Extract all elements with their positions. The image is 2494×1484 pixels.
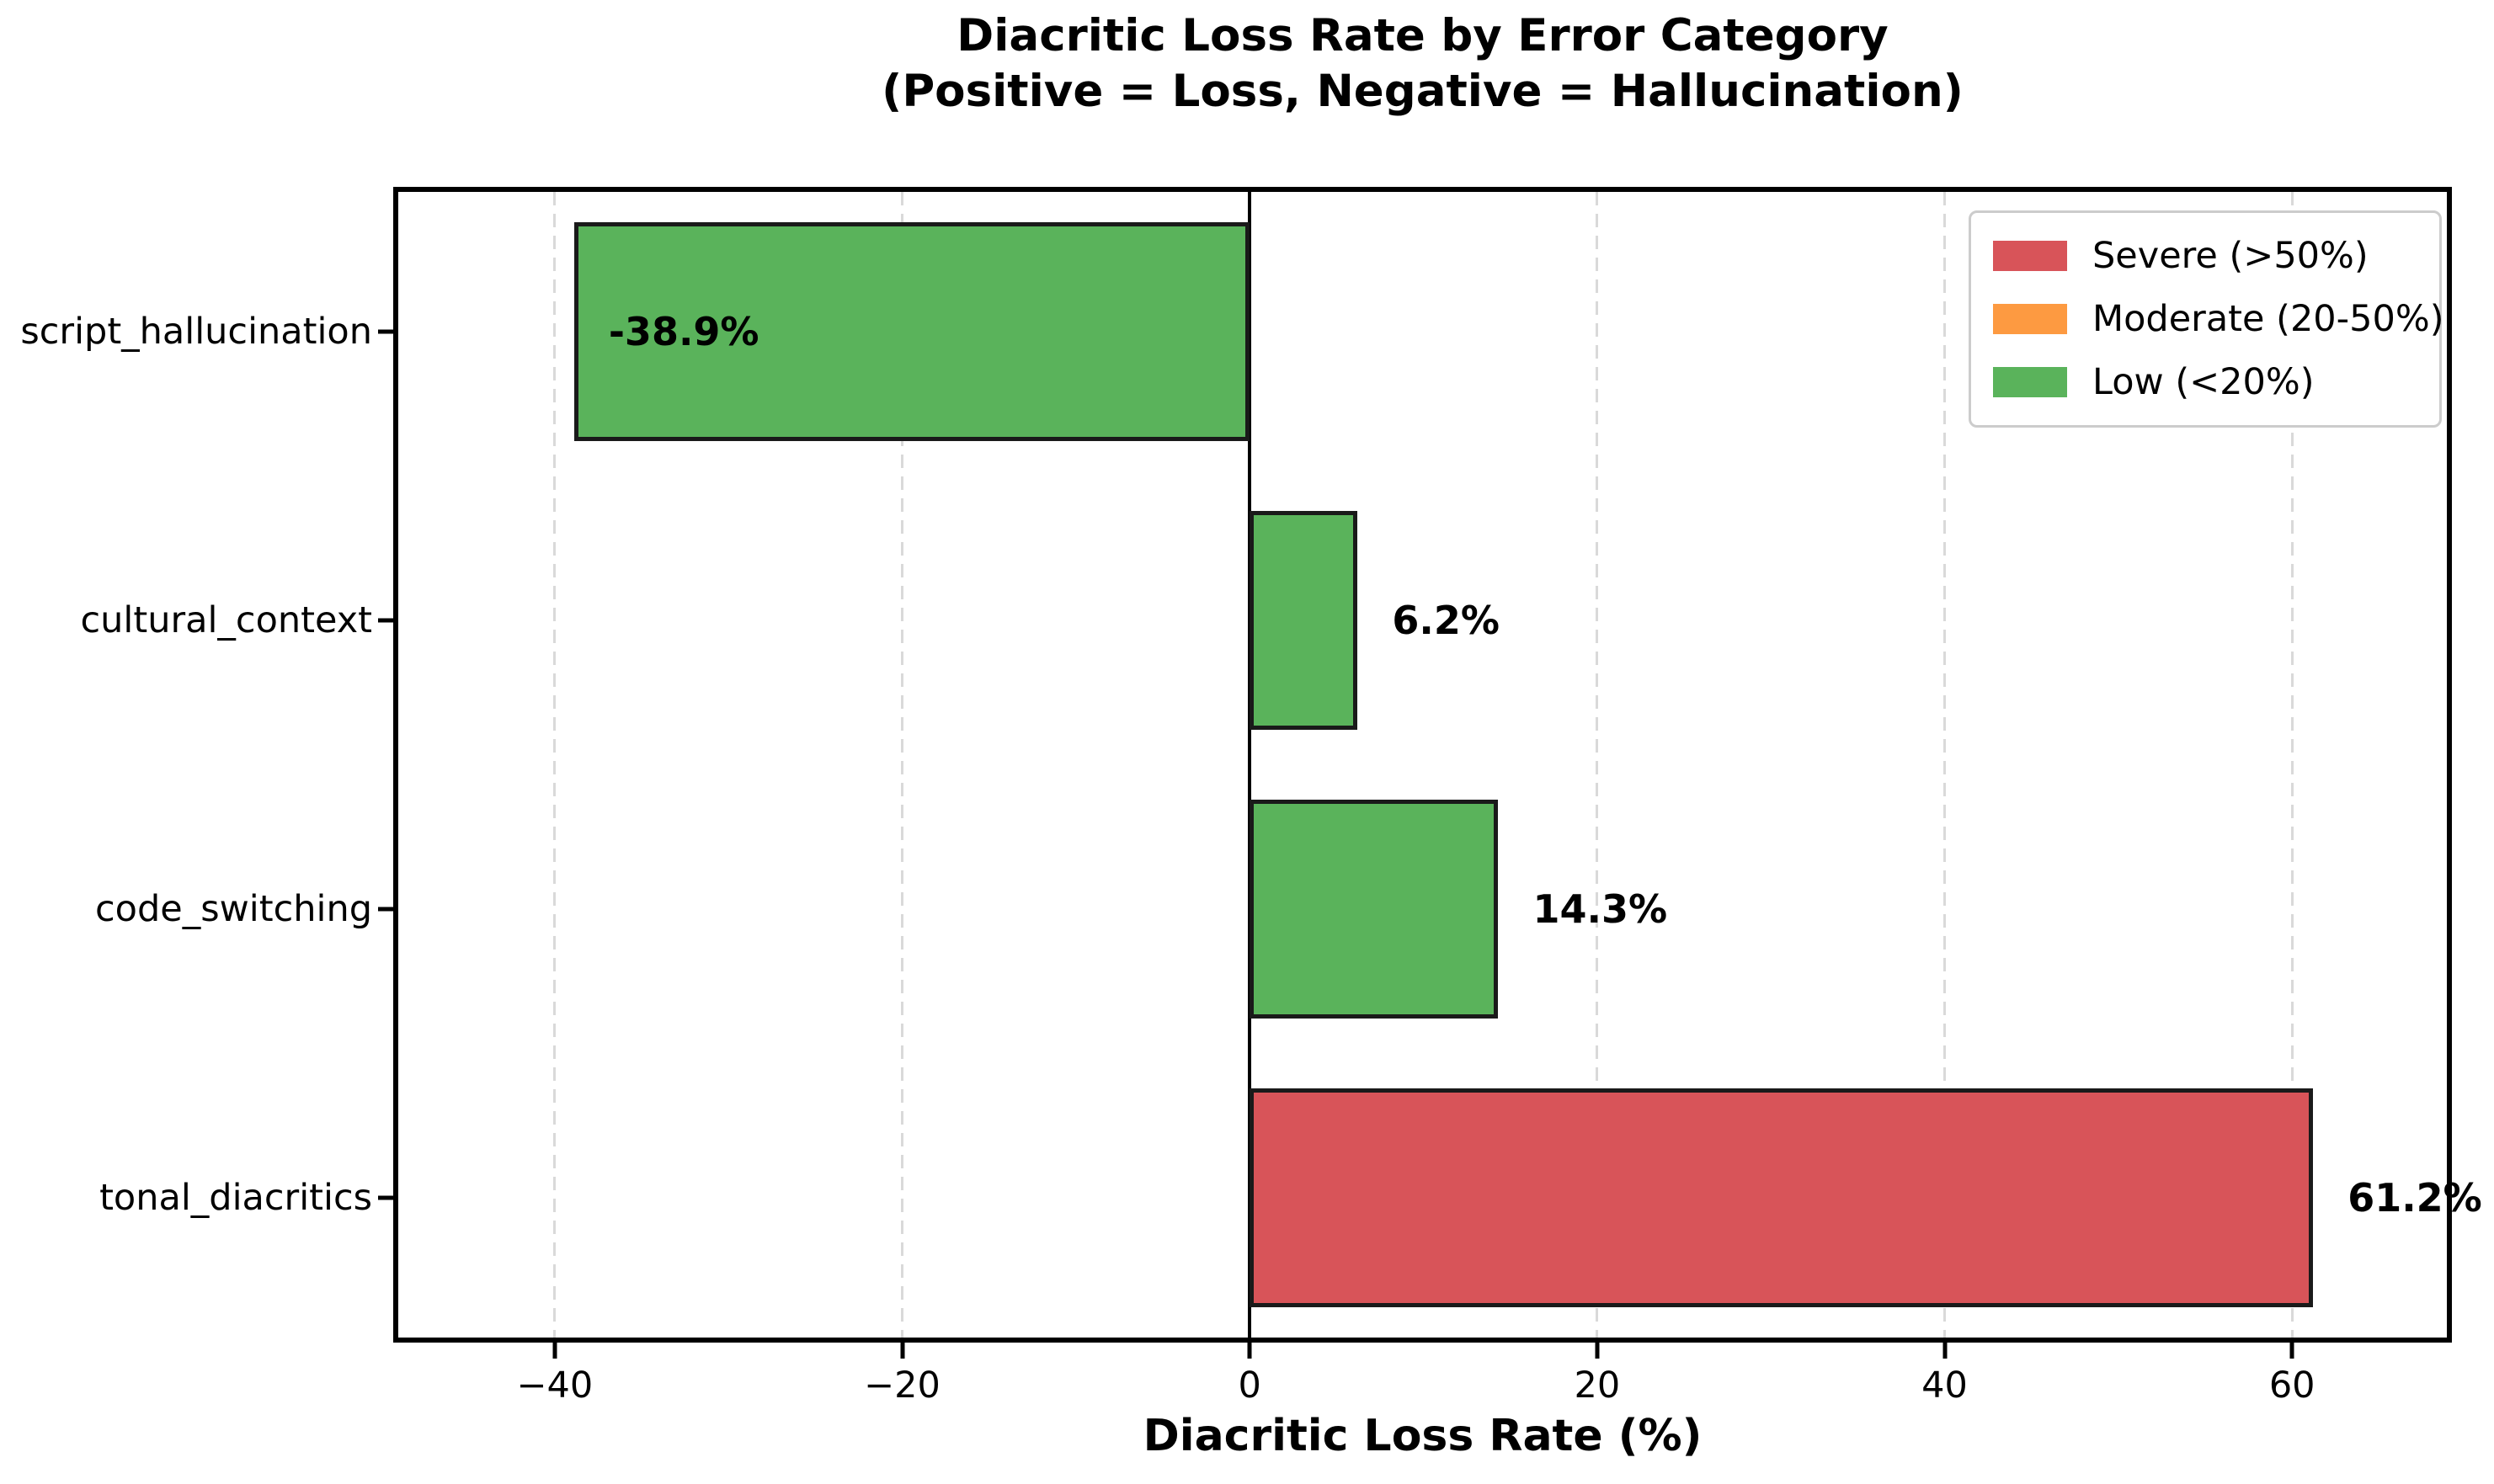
bar — [1250, 510, 1358, 730]
x-tick-mark — [2289, 1343, 2294, 1359]
x-tick-mark — [552, 1343, 557, 1359]
y-tick-mark — [378, 329, 393, 334]
legend-swatch — [1993, 241, 2067, 272]
bar — [573, 221, 1250, 441]
bar-value-label: 6.2% — [1392, 597, 1500, 643]
bar-value-label: 61.2% — [2347, 1175, 2482, 1221]
legend-swatch — [1993, 303, 2067, 334]
bar — [1250, 1088, 2313, 1308]
bar-value-label: 14.3% — [1532, 886, 1668, 933]
legend-item: Moderate (20-50%) — [1993, 298, 2444, 340]
y-tick-mark — [378, 907, 393, 912]
gridline — [2290, 192, 2294, 1338]
chart-title-block: Diacritic Loss Rate by Error Category (P… — [393, 8, 2452, 120]
x-tick-label: 60 — [2268, 1364, 2315, 1407]
x-tick-label: −20 — [864, 1364, 941, 1407]
y-tick-label: code_switching — [95, 888, 372, 931]
x-tick-mark — [900, 1343, 905, 1359]
legend-label: Severe (>50%) — [2092, 235, 2369, 278]
x-tick-label: 0 — [1238, 1364, 1261, 1407]
legend-label: Moderate (20-50%) — [2092, 297, 2444, 340]
bar — [1250, 800, 1499, 1019]
gridline — [901, 192, 904, 1338]
x-tick-label: −40 — [516, 1364, 594, 1407]
chart-title: Diacritic Loss Rate by Error Category — [957, 10, 1889, 61]
y-tick-label: script_hallucination — [20, 310, 372, 353]
y-tick-mark — [378, 618, 393, 623]
gridline — [1596, 192, 1599, 1338]
y-tick-label: cultural_context — [80, 598, 373, 641]
chart-subtitle: (Positive = Loss, Negative = Hallucinati… — [882, 66, 1964, 117]
x-tick-mark — [1247, 1343, 1252, 1359]
y-tick-mark — [378, 1195, 393, 1200]
x-tick-mark — [1595, 1343, 1600, 1359]
x-tick-label: 20 — [1574, 1364, 1621, 1407]
legend: Severe (>50%) Moderate (20-50%) Low (<20… — [1969, 210, 2444, 428]
bar-value-label: -38.9% — [608, 308, 759, 354]
legend-swatch — [1993, 366, 2067, 397]
x-tick-mark — [1942, 1343, 1948, 1359]
zero-line — [1248, 192, 1252, 1338]
x-axis-label: Diacritic Loss Rate (%) — [1143, 1411, 1703, 1461]
legend-item: Severe (>50%) — [1993, 235, 2422, 277]
y-tick-label: tonal_diacritics — [99, 1177, 372, 1220]
legend-item: Low (<20%) — [1993, 361, 2422, 403]
x-tick-label: 40 — [1921, 1364, 1968, 1407]
gridline — [553, 192, 557, 1338]
gridline — [1943, 192, 1947, 1338]
legend-label: Low (<20%) — [2092, 360, 2315, 403]
